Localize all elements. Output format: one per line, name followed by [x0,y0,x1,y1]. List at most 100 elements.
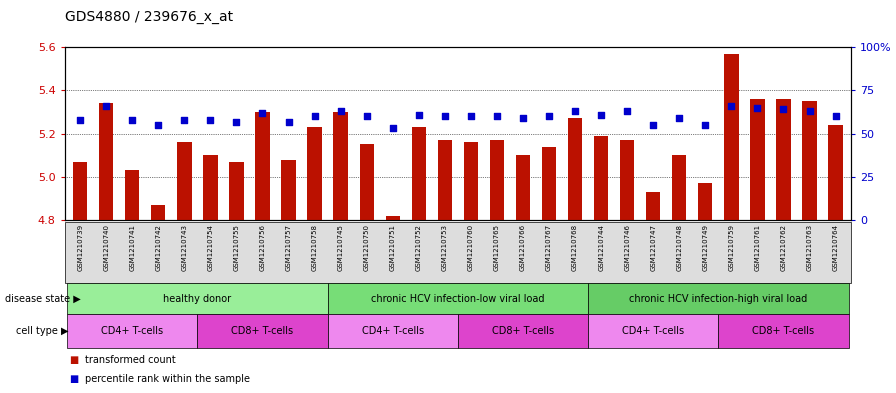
Point [829,113,843,119]
Text: GSM1210751: GSM1210751 [390,224,396,271]
Point [646,122,660,128]
Text: GSM1210754: GSM1210754 [207,224,213,271]
Bar [542,147,556,220]
Text: CD8+ T-cells: CD8+ T-cells [231,326,294,336]
Point [672,115,686,121]
Text: GSM1210745: GSM1210745 [338,224,344,271]
Point [724,103,738,109]
Bar [229,162,244,220]
Text: GSM1210748: GSM1210748 [676,224,682,271]
Text: GSM1210744: GSM1210744 [599,224,604,271]
Bar [802,101,816,220]
Point [620,108,634,114]
Text: GSM1210767: GSM1210767 [546,224,552,271]
Point [464,113,478,119]
Bar [464,142,478,220]
Bar [516,155,530,220]
Text: GSM1210763: GSM1210763 [806,224,813,271]
Bar [203,155,218,220]
Point [281,118,296,125]
Bar [698,184,712,220]
Bar [333,112,348,220]
Text: CD4+ T-cells: CD4+ T-cells [622,326,685,336]
Point [125,117,140,123]
Bar [594,136,608,220]
Text: GSM1210764: GSM1210764 [832,224,839,271]
Bar [750,99,764,220]
Bar [385,216,400,220]
Point [333,108,348,114]
Bar [672,155,686,220]
Bar [177,142,192,220]
Text: cell type ▶: cell type ▶ [16,326,69,336]
Text: GSM1210747: GSM1210747 [650,224,656,271]
Point [229,118,244,125]
Text: GSM1210765: GSM1210765 [494,224,500,271]
Bar [281,160,296,220]
Bar [568,119,582,220]
Bar [73,162,87,220]
Text: transformed count: transformed count [85,355,176,365]
Point [359,113,374,119]
Point [490,113,504,119]
Text: GSM1210753: GSM1210753 [442,224,448,271]
Bar [359,145,374,220]
Point [411,112,426,118]
Point [750,105,764,111]
Text: GSM1210741: GSM1210741 [129,224,135,271]
Point [73,117,87,123]
Text: GSM1210762: GSM1210762 [780,224,787,271]
Point [802,108,816,114]
Point [568,108,582,114]
Text: GSM1210739: GSM1210739 [77,224,83,271]
Point [776,106,790,112]
Text: GSM1210761: GSM1210761 [754,224,761,271]
Bar [437,140,452,220]
Point [698,122,712,128]
Text: GSM1210742: GSM1210742 [155,224,161,271]
Text: GSM1210752: GSM1210752 [416,224,422,271]
Bar [125,171,140,220]
Point [542,113,556,119]
Point [307,113,322,119]
Bar [646,192,660,220]
Text: GSM1210758: GSM1210758 [312,224,317,271]
Text: GSM1210749: GSM1210749 [702,224,709,271]
Text: chronic HCV infection-high viral load: chronic HCV infection-high viral load [629,294,807,304]
Text: GSM1210760: GSM1210760 [468,224,474,271]
Point [151,122,166,128]
Text: GSM1210750: GSM1210750 [364,224,370,271]
Text: disease state ▶: disease state ▶ [4,294,81,304]
Point [177,117,192,123]
Bar [151,205,166,220]
Text: ■: ■ [69,355,78,365]
Text: GSM1210743: GSM1210743 [181,224,187,271]
Text: CD4+ T-cells: CD4+ T-cells [101,326,163,336]
Text: GSM1210766: GSM1210766 [520,224,526,271]
Bar [620,140,634,220]
Text: GSM1210759: GSM1210759 [728,224,735,271]
Text: CD8+ T-cells: CD8+ T-cells [492,326,554,336]
Bar [99,103,114,220]
Bar [307,127,322,220]
Point [437,113,452,119]
Text: chronic HCV infection-low viral load: chronic HCV infection-low viral load [371,294,545,304]
Bar [255,112,270,220]
Bar [829,125,843,220]
Bar [724,54,738,220]
Text: GSM1210746: GSM1210746 [625,224,630,271]
Text: GSM1210768: GSM1210768 [572,224,578,271]
Point [255,110,270,116]
Point [385,125,400,132]
Point [594,112,608,118]
Point [516,115,530,121]
Text: healthy donor: healthy donor [163,294,231,304]
Point [203,117,218,123]
Text: CD4+ T-cells: CD4+ T-cells [362,326,424,336]
Bar [490,140,504,220]
Bar [776,99,790,220]
Bar [411,127,426,220]
Point [99,103,114,109]
Text: GDS4880 / 239676_x_at: GDS4880 / 239676_x_at [65,10,233,24]
Text: GSM1210756: GSM1210756 [260,224,265,271]
